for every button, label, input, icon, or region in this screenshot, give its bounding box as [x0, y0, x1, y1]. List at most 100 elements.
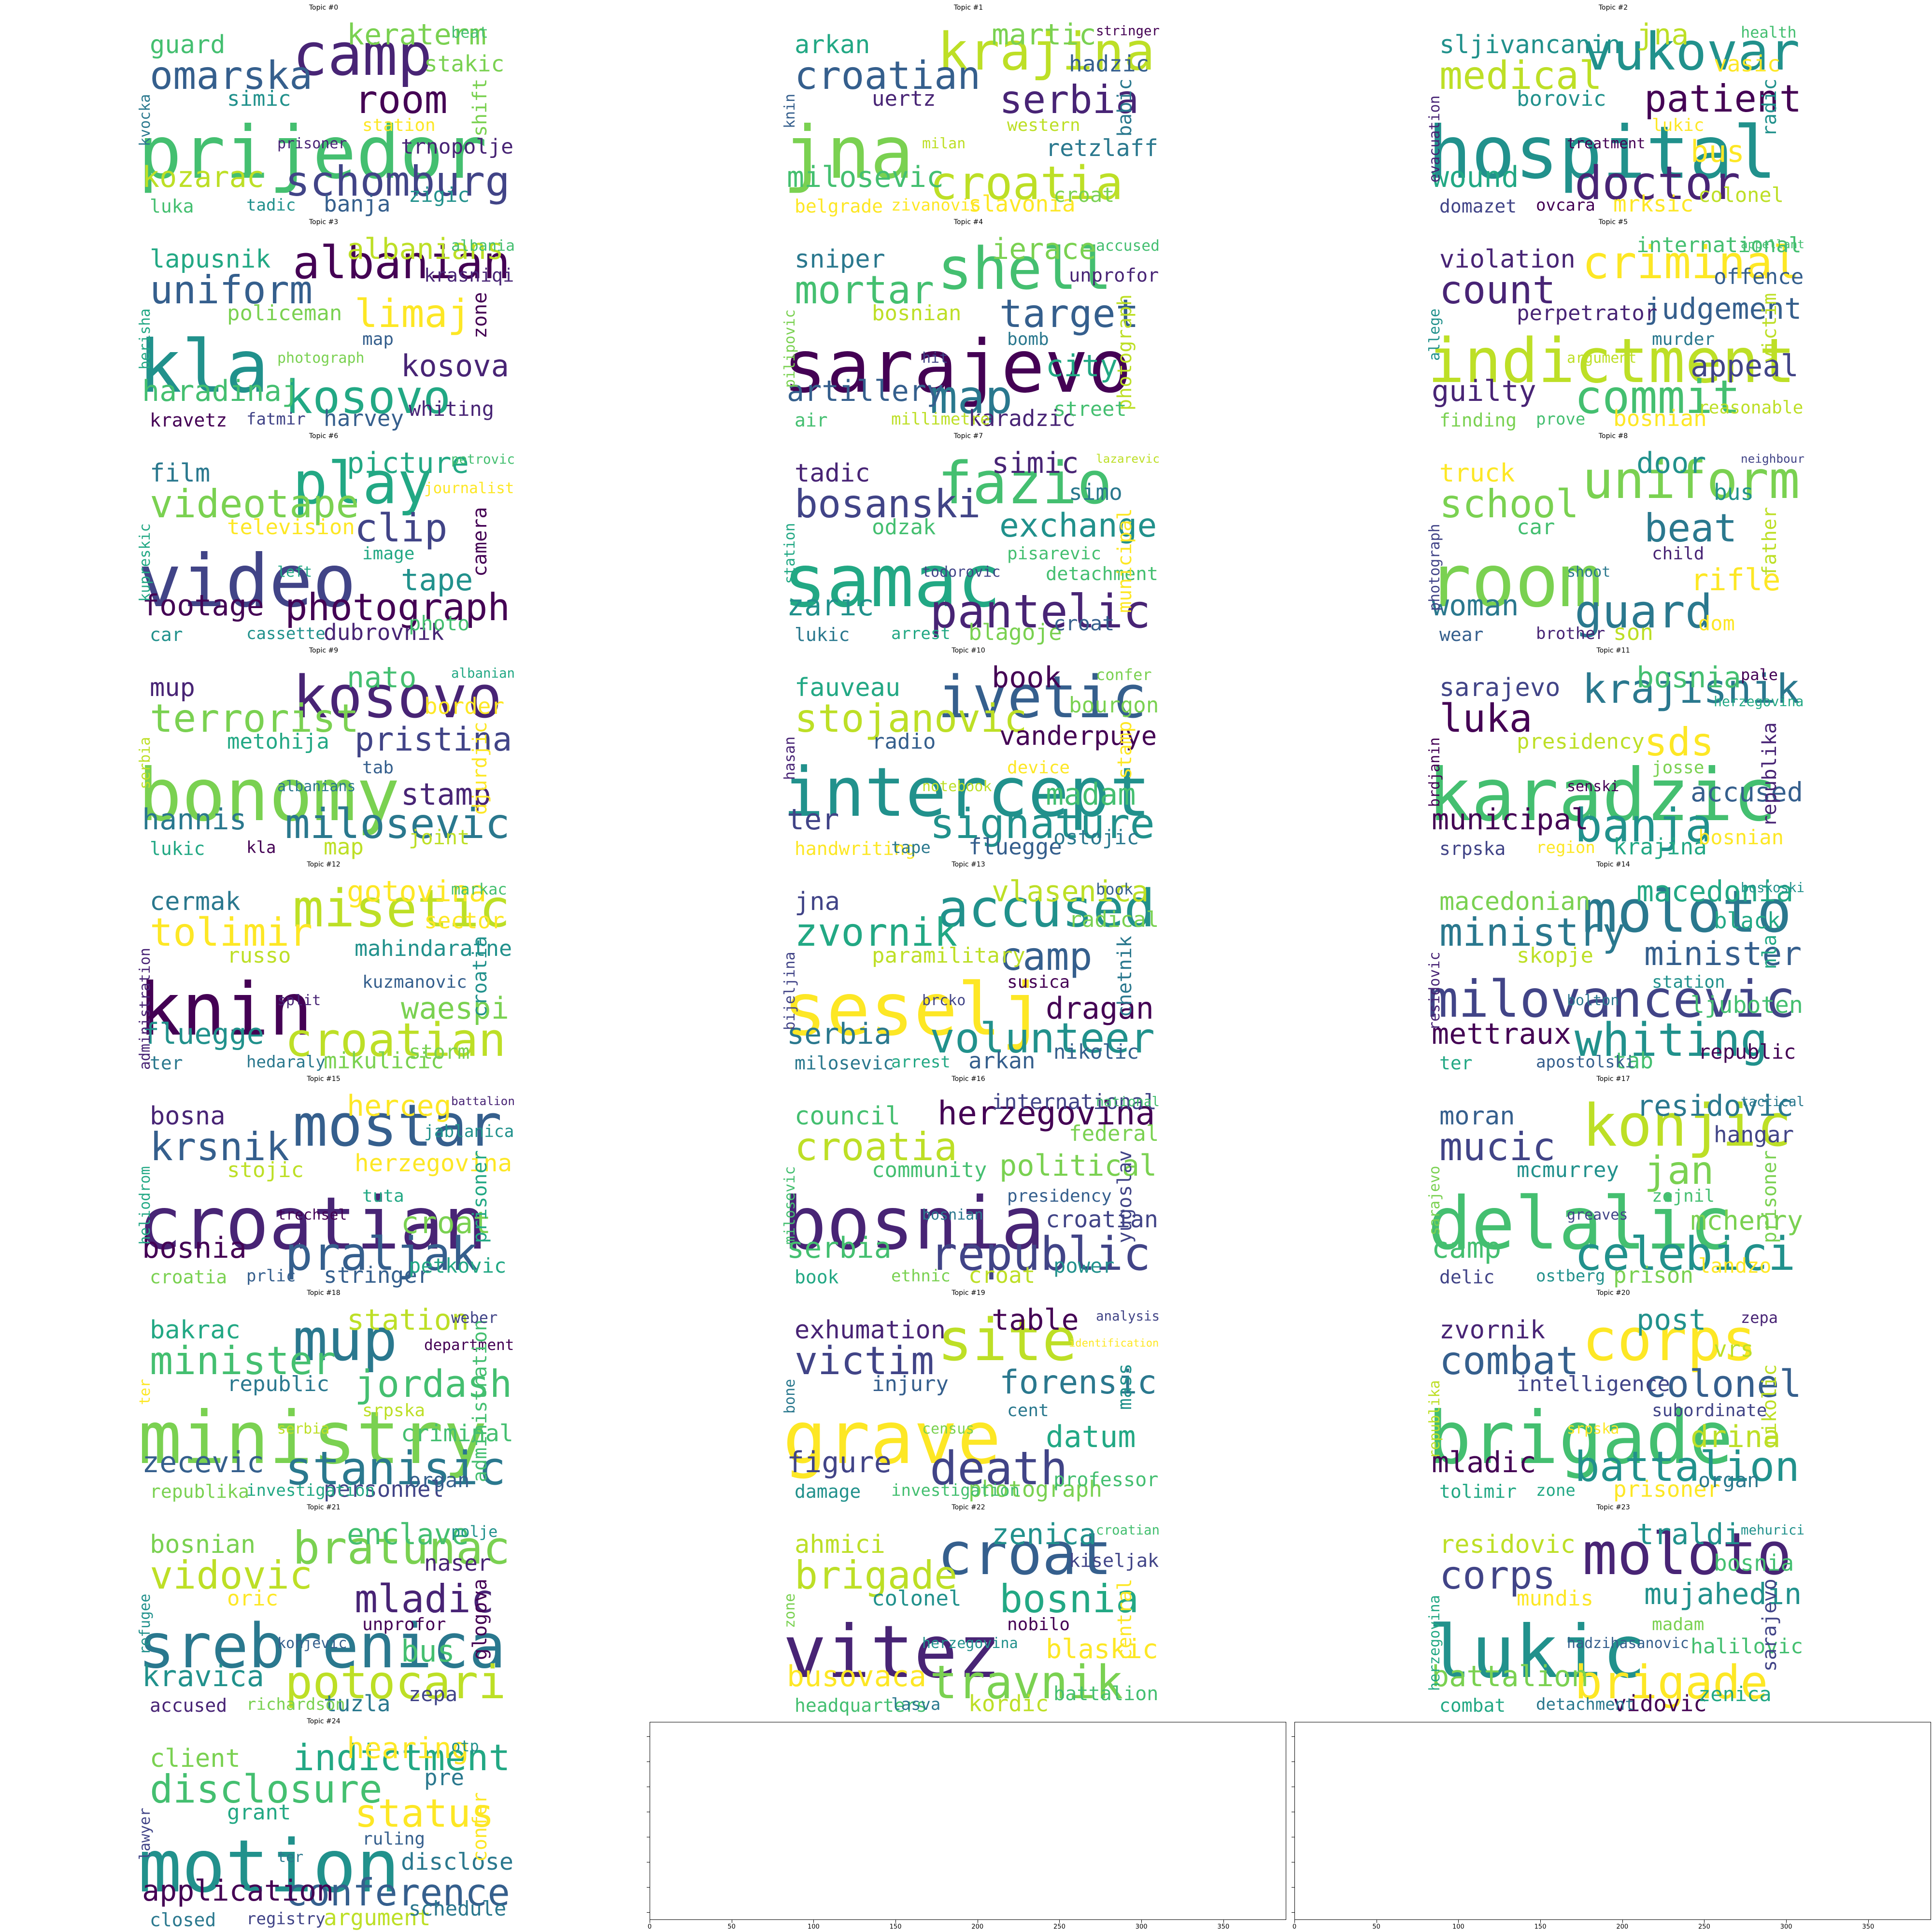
- cloud-word: halilovic: [1690, 1634, 1803, 1659]
- cloud-word: photograph: [1114, 294, 1136, 411]
- cloud-word: bosnian: [872, 300, 962, 326]
- cloud-word: presidency: [1007, 1186, 1112, 1206]
- cloud-word: croatia: [930, 156, 1123, 210]
- x-tick: [1223, 1920, 1224, 1923]
- cloud-word: celebici: [1575, 1228, 1796, 1281]
- cloud-word: mup: [150, 673, 195, 702]
- cloud-word: mostar: [293, 1093, 502, 1160]
- cloud-word: potocari: [285, 1656, 506, 1710]
- topic-title: Topic #12: [307, 861, 341, 868]
- topic-cloud-12: Topic #12 knin misetic croatian tolimir mahin…: [130, 861, 517, 1074]
- cloud-word: criminal: [401, 1420, 513, 1447]
- cloud-word: play: [293, 450, 432, 517]
- topic-title: Topic #6: [309, 432, 339, 440]
- cloud-word: detachment: [1046, 563, 1158, 585]
- cloud-word: zenica: [992, 1517, 1096, 1551]
- cloud-word: registry: [246, 1909, 326, 1929]
- cloud-word: region: [1536, 838, 1595, 857]
- cloud-word: battalion: [451, 1094, 515, 1108]
- cloud-word: tape: [891, 838, 931, 857]
- cloud-word: treatment: [1567, 135, 1646, 152]
- cloud-word: judgement: [1644, 292, 1802, 327]
- cloud-word: milovancevic: [1428, 969, 1796, 1029]
- topic-title: Topic #14: [1596, 861, 1630, 868]
- cloud-word: bus: [1690, 134, 1745, 169]
- cloud-word: fazio: [938, 450, 1112, 517]
- cloud-word: artillery: [787, 374, 944, 409]
- cloud-word: uniform: [150, 267, 313, 313]
- topic-cloud-17: Topic #17 delalic konjic celebici mucic jan ca…: [1420, 1075, 1806, 1288]
- cloud-word: albanians: [347, 232, 504, 266]
- cloud-word: mchenry: [1690, 1205, 1803, 1236]
- cloud-word: station: [362, 115, 436, 135]
- cloud-word: city: [1046, 348, 1118, 384]
- cloud-word: zone: [1536, 1480, 1576, 1500]
- cloud-word: power: [1053, 1254, 1115, 1278]
- cloud-word: confer: [469, 1792, 491, 1862]
- cloud-word: dragan: [1046, 991, 1154, 1026]
- cloud-word: corps: [1582, 1307, 1757, 1374]
- cloud-word: shift: [469, 78, 491, 137]
- cloud-word: petrovic: [451, 452, 515, 467]
- cloud-word: bosnia: [1636, 660, 1741, 695]
- cloud-word: station: [347, 1303, 469, 1337]
- cloud-word: ter: [150, 1052, 183, 1074]
- topic-title: Topic #2: [1598, 4, 1628, 12]
- cloud-word: hasan: [781, 736, 798, 781]
- cloud-word: praljak: [285, 1228, 479, 1281]
- cloud-word: milosevic: [285, 800, 511, 849]
- cloud-word: damage: [795, 1480, 861, 1502]
- cloud-word: moloto: [1582, 878, 1792, 946]
- cloud-word: fluegge: [142, 1017, 264, 1051]
- x-tick-label: 100: [1452, 1923, 1464, 1931]
- cloud-word: herzegovina: [922, 1634, 1018, 1652]
- cloud-word: policeman: [227, 300, 342, 326]
- cloud-word: vidovic: [150, 1552, 313, 1598]
- topic-cloud-9: Topic #9 bonomy kosovo milosevic terrorist pr…: [130, 647, 517, 860]
- x-tick: [1141, 1920, 1142, 1923]
- cloud-word: schomburg: [285, 157, 511, 206]
- cloud-word: lapusnik: [150, 244, 271, 274]
- cloud-word: bosnian: [150, 1530, 256, 1559]
- cloud-word: rifle: [1690, 562, 1781, 597]
- topic-cloud-3: Topic #3 kla albanian kosovo uniform limaj har…: [130, 218, 517, 431]
- cloud-word: petkovic: [409, 1254, 507, 1278]
- topic-title: Topic #9: [309, 646, 339, 654]
- cloud-word: radic: [1759, 78, 1781, 137]
- cloud-word: jna: [795, 887, 840, 917]
- topic-cloud-21: Topic #21 srebrenica bratunac potocari vidov…: [130, 1504, 517, 1717]
- x-tick: [1786, 1920, 1787, 1923]
- cloud-word: babic: [1114, 78, 1136, 137]
- cloud-word: stringer: [324, 1262, 431, 1288]
- cloud-word: mettraux: [1432, 1017, 1571, 1051]
- cloud-word: serbia: [137, 737, 154, 789]
- cloud-word: markac: [451, 880, 507, 898]
- cloud-word: uniform: [1582, 450, 1800, 511]
- cloud-word: sarajevo: [1759, 1578, 1781, 1672]
- cloud-word: conference: [285, 1871, 511, 1915]
- cloud-word: vasic: [1714, 50, 1781, 77]
- word-cloud: karadzic krajisnik banja luka sds municipal bo…: [1420, 659, 1806, 860]
- cloud-word: image: [362, 543, 415, 564]
- cloud-word: schedule: [409, 1896, 507, 1920]
- cloud-word: brigade: [1575, 1656, 1768, 1710]
- cloud-word: council: [795, 1101, 901, 1131]
- cloud-word: cermak: [150, 887, 241, 917]
- cloud-word: albanian: [451, 666, 515, 682]
- cloud-word: sarajevo: [783, 325, 1132, 409]
- cloud-word: borovic: [1517, 86, 1606, 112]
- cloud-word: zaric: [787, 588, 874, 623]
- cloud-word: boskoski: [1741, 880, 1804, 895]
- y-tick: [1292, 1912, 1294, 1913]
- cloud-word: republika: [1426, 1380, 1443, 1459]
- empty-axes: [650, 1722, 1286, 1920]
- cloud-word: simo: [1069, 479, 1122, 505]
- cloud-word: albanians: [277, 778, 356, 795]
- cloud-word: accused: [150, 1695, 227, 1716]
- x-tick-label: 100: [807, 1923, 820, 1931]
- topic-cloud-18: Topic #18 ministry mup stanisic minister jord…: [130, 1289, 517, 1502]
- cloud-word: mehurici: [1741, 1523, 1804, 1538]
- cloud-word: richardson: [246, 1695, 345, 1714]
- cloud-word: map: [324, 833, 364, 860]
- cloud-word: camera: [469, 507, 491, 577]
